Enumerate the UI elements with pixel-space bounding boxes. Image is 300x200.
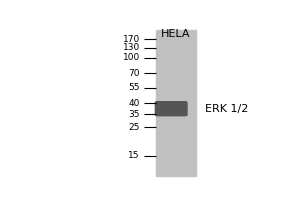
Text: 25: 25 xyxy=(128,123,140,132)
Text: 15: 15 xyxy=(128,151,140,160)
Text: 40: 40 xyxy=(128,99,140,108)
Text: ERK 1/2: ERK 1/2 xyxy=(205,104,248,114)
Text: 35: 35 xyxy=(128,110,140,119)
Text: 70: 70 xyxy=(128,69,140,78)
Text: HELA: HELA xyxy=(161,29,190,39)
Text: 170: 170 xyxy=(123,35,140,44)
Text: 130: 130 xyxy=(123,43,140,52)
Text: 55: 55 xyxy=(128,83,140,92)
Text: 100: 100 xyxy=(123,53,140,62)
FancyBboxPatch shape xyxy=(155,102,187,116)
Bar xyxy=(156,30,196,176)
